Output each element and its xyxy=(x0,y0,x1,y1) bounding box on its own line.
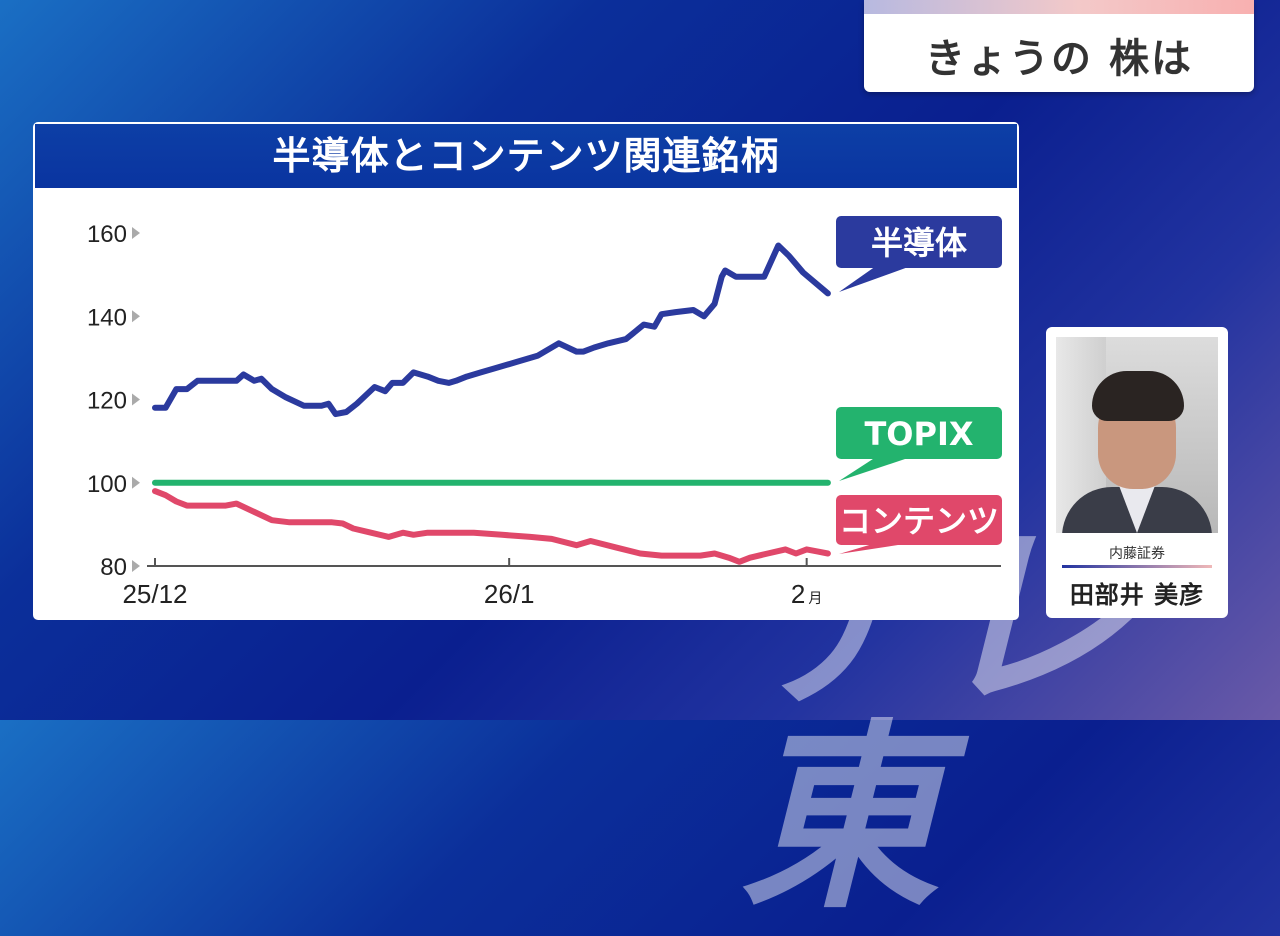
y-tick-marker xyxy=(132,393,140,406)
series-callout-box xyxy=(836,407,1002,459)
x-tick-label: 26/1 xyxy=(484,579,535,609)
semiconductor-line xyxy=(152,242,831,418)
commentator-photo xyxy=(1056,337,1218,533)
series-callout-box xyxy=(836,495,1002,545)
series-callout-pointer xyxy=(839,457,911,481)
y-tick-label: 80 xyxy=(100,554,127,581)
commentator-card: 内藤証券 田部井 美彦 xyxy=(1046,327,1228,618)
commentator-company: 内藤証券 xyxy=(1109,546,1165,562)
commentator-name: 田部井 美彦 xyxy=(1069,581,1205,609)
title-card-stripe xyxy=(864,0,1254,14)
series-callout-box xyxy=(836,216,1002,268)
series-name-label: コンテンツ xyxy=(839,502,999,540)
commentator-separator xyxy=(1062,565,1212,568)
y-tick-marker xyxy=(132,476,140,489)
y-tick-label: 100 xyxy=(87,471,127,498)
contents-line xyxy=(152,488,831,565)
chart-panel: 半導体とコンテンツ関連銘柄 80 100 120 140 160 25/12 26/1 2 月 半… xyxy=(33,122,1019,620)
y-tick-label: 160 xyxy=(87,221,127,248)
x-tick-label: 25/12 xyxy=(122,579,187,609)
series-name-label: 半導体 xyxy=(871,224,967,262)
series-name-label: TOPIX xyxy=(864,415,973,453)
y-tick-marker xyxy=(132,310,140,323)
segment-title: きょうの 株は xyxy=(925,36,1193,82)
segment-title-card: きょうの 株は xyxy=(864,0,1254,92)
series-callout-pointer xyxy=(839,543,911,554)
chart-title: 半導体とコンテンツ関連銘柄 xyxy=(35,124,1017,188)
y-tick-label: 140 xyxy=(87,304,127,331)
y-tick-label: 120 xyxy=(87,388,127,415)
y-tick-marker xyxy=(132,560,140,572)
line-chart: 80 100 120 140 160 25/12 26/1 2 月 半導体 TOPIX コンテンツ xyxy=(87,216,1002,609)
y-tick-marker xyxy=(132,227,140,239)
series-callout-pointer xyxy=(839,266,911,292)
